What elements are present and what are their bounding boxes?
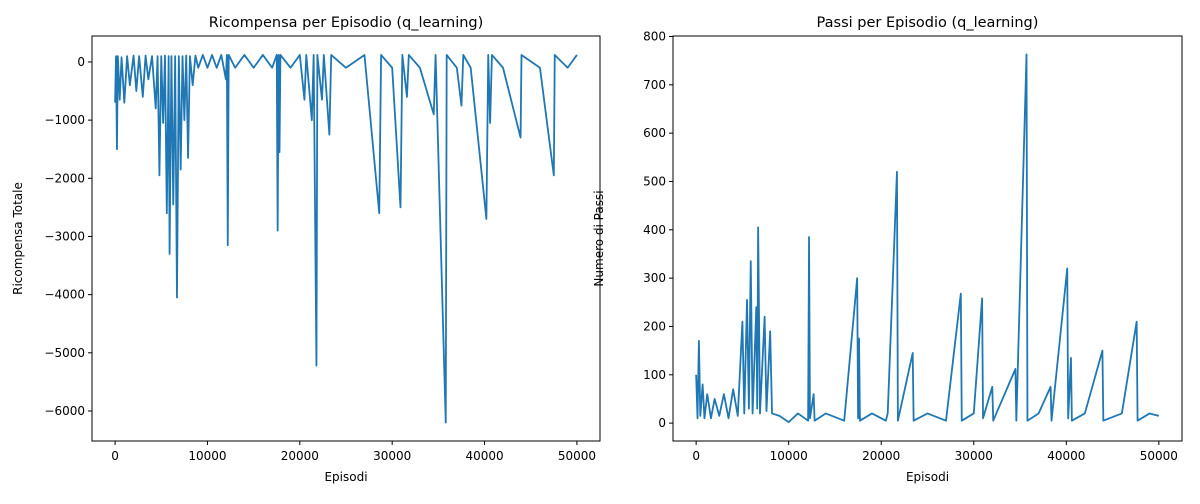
y-tick-label: 600 bbox=[643, 126, 666, 140]
x-tick-label: 40000 bbox=[1047, 449, 1085, 463]
y-tick-label: 0 bbox=[77, 55, 85, 69]
y-axis-label: Ricompensa Totale bbox=[11, 182, 25, 295]
y-tick-label: 800 bbox=[643, 29, 666, 43]
y-tick-label: 400 bbox=[643, 223, 666, 237]
x-tick-label: 40000 bbox=[465, 449, 503, 463]
y-tick-label: 100 bbox=[643, 368, 666, 382]
line-series bbox=[114, 54, 578, 424]
x-tick-label: 0 bbox=[111, 449, 119, 463]
x-tick-label: 20000 bbox=[862, 449, 900, 463]
y-tick-label: 0 bbox=[658, 416, 666, 430]
chart-title: Ricompensa per Episodio (q_learning) bbox=[209, 15, 484, 31]
x-tick-label: 50000 bbox=[558, 449, 596, 463]
y-tick-label: −1000 bbox=[44, 113, 85, 127]
y-tick-label: −5000 bbox=[44, 346, 85, 360]
y-tick-label: 300 bbox=[643, 271, 666, 285]
y-tick-label: 700 bbox=[643, 78, 666, 92]
y-axis-label: Numero di Passi bbox=[592, 190, 606, 286]
y-tick-label: 500 bbox=[643, 174, 666, 188]
plot-frame bbox=[672, 35, 1183, 442]
y-tick-label: −3000 bbox=[44, 229, 85, 243]
x-tick-label: 10000 bbox=[770, 449, 808, 463]
x-tick-label: 50000 bbox=[1140, 449, 1178, 463]
y-tick-label: −4000 bbox=[44, 288, 85, 302]
line-series bbox=[695, 53, 1160, 424]
y-tick-label: 200 bbox=[643, 319, 666, 333]
chart-title: Passi per Episodio (q_learning) bbox=[817, 15, 1039, 31]
y-tick-label: −2000 bbox=[44, 171, 85, 185]
y-tick-label: −6000 bbox=[44, 404, 85, 418]
x-tick-label: 20000 bbox=[281, 449, 319, 463]
x-tick-label: 0 bbox=[692, 449, 700, 463]
plot-frame bbox=[91, 35, 601, 442]
x-tick-label: 30000 bbox=[373, 449, 411, 463]
x-axis-label: Episodi bbox=[324, 470, 367, 484]
x-tick-label: 30000 bbox=[955, 449, 993, 463]
x-tick-label: 10000 bbox=[188, 449, 226, 463]
x-axis-label: Episodi bbox=[906, 470, 949, 484]
